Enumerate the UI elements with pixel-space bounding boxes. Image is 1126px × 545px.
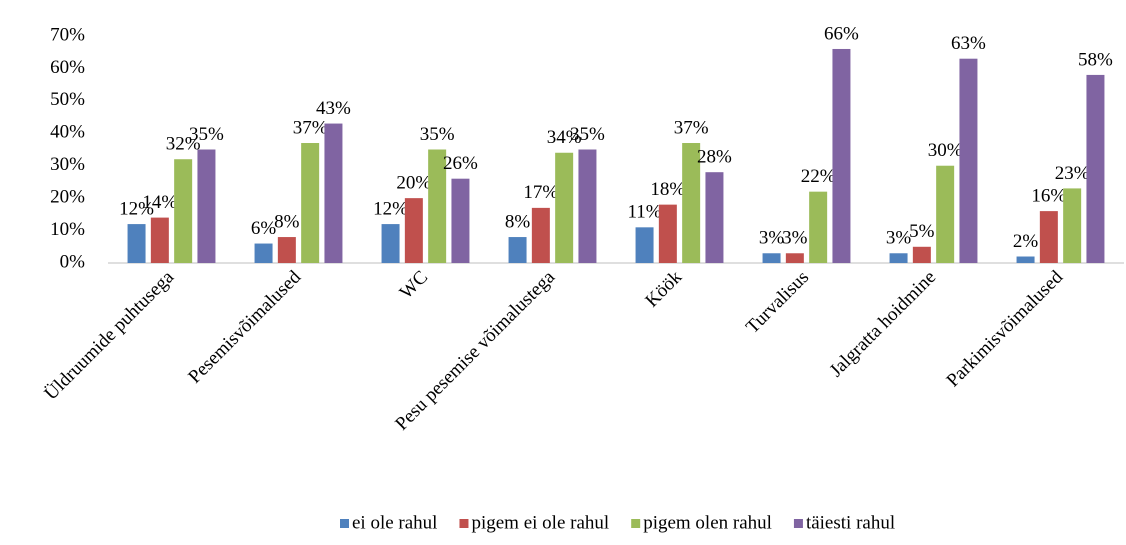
data-label: 18% bbox=[650, 179, 685, 200]
bar bbox=[127, 224, 146, 263]
bar bbox=[762, 253, 781, 263]
legend-swatch bbox=[631, 519, 641, 528]
bar bbox=[959, 58, 978, 264]
x-tick-label: Parkimisvõimalused bbox=[943, 266, 1068, 391]
y-tick-label: 40% bbox=[50, 122, 85, 143]
bar bbox=[197, 149, 216, 263]
bar bbox=[381, 224, 400, 263]
bar bbox=[555, 152, 574, 263]
data-label: 28% bbox=[697, 147, 732, 168]
bar bbox=[912, 246, 931, 263]
bar bbox=[682, 143, 701, 263]
x-tick-label: Üldruumide puhtusega bbox=[41, 266, 179, 404]
data-label: 35% bbox=[189, 124, 224, 145]
bar bbox=[1086, 74, 1105, 264]
bar bbox=[936, 165, 955, 263]
bar bbox=[324, 123, 343, 263]
bar bbox=[531, 207, 550, 263]
data-label: 37% bbox=[293, 117, 328, 138]
legend-label: pigem ei ole rahul bbox=[471, 512, 609, 533]
bar bbox=[832, 48, 851, 263]
bar bbox=[1039, 211, 1058, 263]
data-label: 5% bbox=[909, 221, 935, 242]
bar bbox=[785, 253, 804, 263]
bar bbox=[809, 191, 828, 263]
data-label: 11% bbox=[627, 202, 661, 223]
bar bbox=[428, 149, 447, 263]
legend-swatch bbox=[793, 519, 803, 528]
x-tick-label: Pesemisvõimalused bbox=[184, 266, 305, 387]
data-label: 34% bbox=[547, 127, 582, 148]
y-tick-label: 60% bbox=[50, 57, 85, 78]
bar bbox=[301, 143, 320, 263]
y-tick-label: 50% bbox=[50, 89, 85, 110]
legend-label: ei ole rahul bbox=[352, 512, 437, 533]
data-label: 3% bbox=[759, 228, 785, 249]
data-label: 6% bbox=[251, 218, 277, 239]
data-label: 26% bbox=[443, 153, 478, 174]
data-label: 14% bbox=[142, 192, 177, 213]
y-tick-label: 10% bbox=[50, 219, 85, 240]
data-label: 3% bbox=[886, 228, 912, 249]
legend-swatch bbox=[340, 519, 349, 528]
data-label: 35% bbox=[420, 124, 455, 145]
data-label: 37% bbox=[674, 117, 709, 138]
y-tick-label: 30% bbox=[50, 154, 85, 175]
data-label: 22% bbox=[801, 166, 836, 187]
x-tick-label: Jalgratta hoidmine bbox=[826, 267, 940, 381]
bar bbox=[174, 159, 193, 263]
data-label: 8% bbox=[274, 211, 300, 232]
data-label: 17% bbox=[523, 182, 558, 203]
data-label: 35% bbox=[570, 124, 605, 145]
data-label: 20% bbox=[396, 173, 431, 194]
bar bbox=[889, 253, 908, 263]
legend-label: pigem olen rahul bbox=[643, 512, 772, 533]
y-tick-label: 0% bbox=[60, 251, 86, 272]
data-label: 16% bbox=[1031, 185, 1066, 206]
data-label: 63% bbox=[951, 33, 986, 54]
y-tick-label: 70% bbox=[50, 24, 85, 45]
bar bbox=[578, 149, 597, 263]
legend-swatch bbox=[459, 519, 469, 528]
data-label: 58% bbox=[1078, 49, 1113, 70]
data-label: 2% bbox=[1013, 231, 1039, 252]
bar bbox=[404, 198, 423, 263]
bar bbox=[277, 237, 296, 263]
data-label: 12% bbox=[373, 198, 408, 219]
x-tick-label: WC bbox=[396, 267, 432, 303]
data-label: 30% bbox=[928, 140, 963, 161]
data-label: 8% bbox=[505, 211, 531, 232]
bar bbox=[635, 227, 654, 263]
data-label: 32% bbox=[166, 134, 201, 155]
bar bbox=[451, 178, 470, 263]
x-tick-label: Köök bbox=[641, 266, 686, 311]
x-tick-label: Turvalisus bbox=[742, 267, 813, 338]
bar bbox=[254, 243, 273, 263]
data-label: 66% bbox=[824, 23, 859, 44]
legend-label: täiesti rahul bbox=[806, 512, 895, 533]
bar bbox=[658, 204, 677, 263]
bar bbox=[150, 217, 169, 263]
bar bbox=[1063, 188, 1082, 263]
data-label: 23% bbox=[1055, 163, 1090, 184]
bar bbox=[1016, 256, 1035, 263]
data-label: 3% bbox=[782, 228, 808, 249]
bar bbox=[508, 237, 527, 263]
data-label: 43% bbox=[316, 98, 351, 119]
bar bbox=[705, 172, 724, 263]
y-tick-label: 20% bbox=[50, 187, 85, 208]
data-label: 12% bbox=[119, 198, 154, 219]
